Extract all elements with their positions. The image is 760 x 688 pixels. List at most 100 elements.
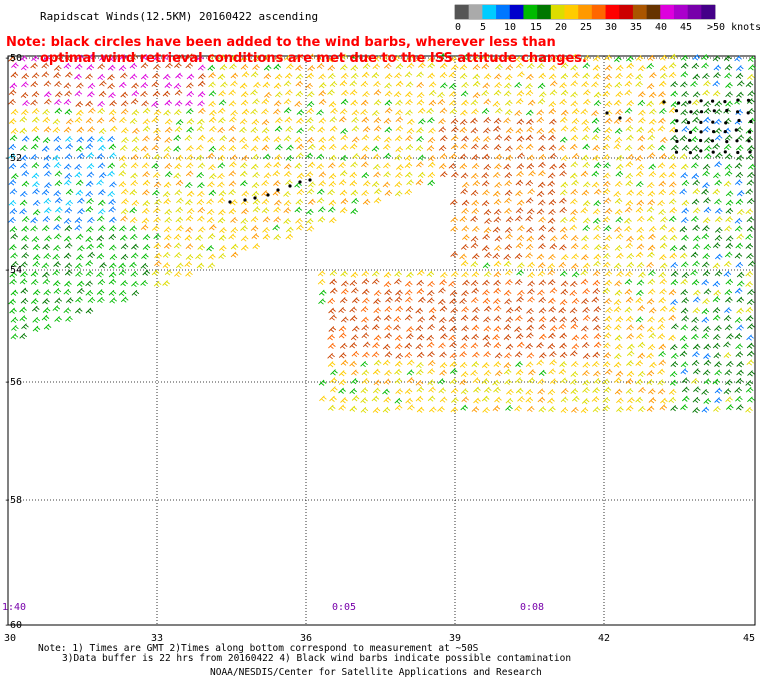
legend-swatch bbox=[687, 5, 702, 19]
wind-barb bbox=[482, 279, 490, 286]
wind-barb bbox=[427, 161, 436, 168]
wind-barb bbox=[65, 188, 74, 195]
wind-barb bbox=[362, 198, 371, 205]
wind-barb bbox=[129, 207, 137, 214]
wind-barb bbox=[570, 188, 578, 196]
wind-barb bbox=[351, 350, 360, 358]
contamination-circle bbox=[266, 193, 270, 197]
wind-barb bbox=[153, 181, 162, 188]
wind-barb bbox=[395, 63, 404, 70]
wind-barb bbox=[20, 297, 29, 305]
wind-barb bbox=[725, 100, 733, 107]
wind-barb bbox=[570, 161, 579, 168]
wind-barb bbox=[724, 64, 733, 71]
wind-barb bbox=[185, 270, 193, 278]
wind-barb bbox=[571, 334, 580, 341]
wind-barb bbox=[351, 109, 360, 116]
wind-barb bbox=[283, 163, 292, 170]
wind-barb bbox=[428, 406, 437, 413]
wind-barb bbox=[85, 73, 93, 80]
wind-barb bbox=[537, 378, 545, 385]
wind-barb bbox=[690, 80, 698, 88]
wind-barb bbox=[668, 396, 677, 404]
wind-barb bbox=[394, 368, 402, 375]
wind-barb bbox=[472, 351, 480, 358]
wind-barb bbox=[615, 108, 623, 116]
wind-barb bbox=[483, 209, 492, 216]
wind-barb bbox=[571, 297, 580, 305]
wind-barb bbox=[747, 163, 756, 170]
wind-barb bbox=[503, 90, 512, 97]
wind-barb bbox=[120, 208, 129, 215]
wind-barb bbox=[438, 287, 446, 294]
wind-barb bbox=[440, 82, 448, 89]
wind-barb bbox=[20, 109, 29, 116]
wind-barb bbox=[494, 181, 502, 189]
wind-barb bbox=[10, 108, 19, 115]
wind-barb bbox=[174, 62, 182, 69]
wind-barb bbox=[349, 306, 357, 313]
wind-barb bbox=[64, 172, 73, 180]
wind-barb bbox=[31, 55, 39, 62]
wind-barb bbox=[42, 278, 51, 285]
wind-barb bbox=[691, 279, 700, 286]
wind-barb bbox=[483, 341, 492, 348]
wind-barb bbox=[735, 395, 743, 403]
wind-barb bbox=[97, 199, 106, 206]
wind-barb bbox=[30, 217, 38, 224]
wind-barb bbox=[384, 99, 393, 106]
wind-barb bbox=[525, 215, 533, 222]
wind-barb bbox=[241, 108, 250, 115]
wind-barb bbox=[130, 98, 139, 105]
wind-barb bbox=[230, 243, 239, 250]
wind-barb bbox=[44, 235, 52, 242]
wind-barb bbox=[131, 82, 139, 89]
wind-barb bbox=[626, 100, 634, 107]
wind-barb bbox=[218, 190, 227, 197]
contamination-circle bbox=[748, 130, 752, 134]
wind-barb bbox=[41, 71, 50, 78]
wind-barb bbox=[616, 270, 624, 277]
wind-barb bbox=[404, 314, 413, 321]
wind-barb bbox=[350, 72, 359, 80]
wind-barb bbox=[593, 260, 601, 267]
wind-barb bbox=[384, 107, 393, 114]
wind-barb bbox=[516, 163, 525, 170]
wind-barb bbox=[625, 378, 634, 385]
wind-barb bbox=[701, 332, 710, 340]
wind-barb bbox=[569, 289, 578, 297]
wind-barb bbox=[657, 388, 666, 395]
wind-barb bbox=[120, 253, 129, 261]
wind-barb bbox=[569, 224, 578, 231]
legend-swatch bbox=[605, 5, 620, 19]
wind-barb bbox=[636, 279, 645, 286]
wind-barb bbox=[494, 134, 503, 141]
wind-barb bbox=[41, 314, 50, 321]
wind-barb bbox=[725, 91, 733, 98]
wind-barb bbox=[591, 81, 599, 88]
wind-barb bbox=[439, 305, 448, 312]
wind-barb bbox=[427, 368, 435, 375]
wind-barb bbox=[461, 135, 469, 142]
wind-barb bbox=[296, 143, 304, 150]
wind-barb bbox=[339, 189, 348, 196]
wind-barb bbox=[593, 233, 601, 241]
wind-barb bbox=[624, 278, 633, 285]
wind-barb bbox=[241, 71, 250, 78]
wind-barb bbox=[615, 64, 624, 71]
wind-barb bbox=[395, 388, 403, 395]
wind-barb bbox=[615, 216, 624, 223]
wind-barb bbox=[274, 125, 283, 132]
wind-barb bbox=[570, 91, 578, 98]
wind-barb bbox=[603, 225, 612, 232]
wind-barb bbox=[558, 162, 567, 169]
wind-barb bbox=[582, 262, 591, 269]
lon-labels: 30 33 36 39 42 45 bbox=[4, 633, 755, 644]
wind-barb bbox=[461, 225, 470, 232]
wind-barb bbox=[85, 236, 93, 243]
wind-barb bbox=[492, 171, 501, 179]
wind-barb bbox=[638, 109, 646, 116]
wind-barb bbox=[261, 119, 270, 126]
wind-barb bbox=[483, 386, 492, 393]
wind-barb bbox=[515, 377, 523, 384]
